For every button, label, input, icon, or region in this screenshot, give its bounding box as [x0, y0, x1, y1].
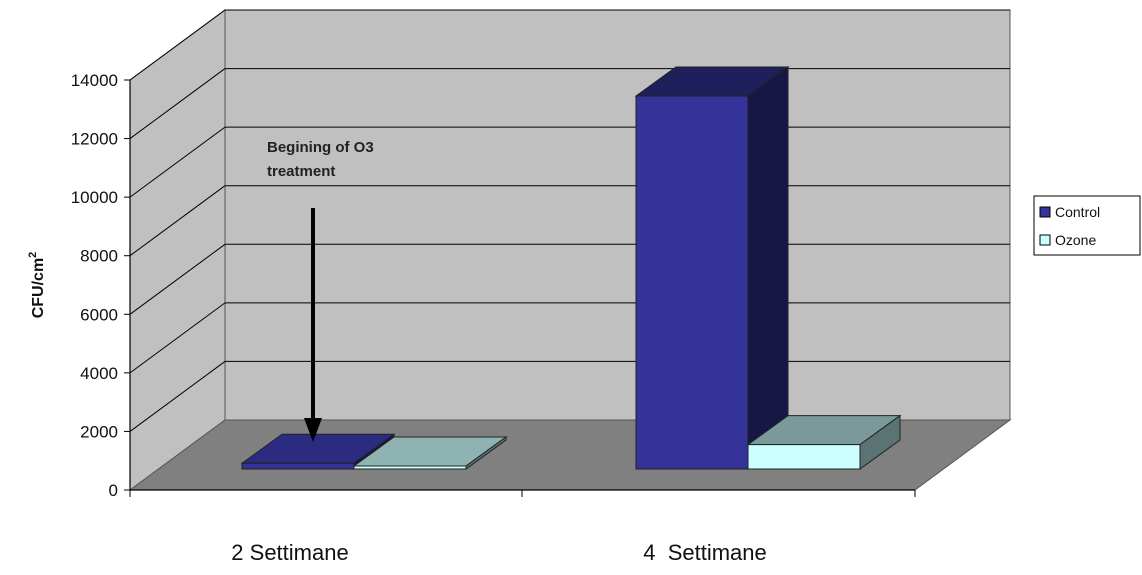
gridline-side	[129, 243, 226, 315]
gridline-side	[129, 361, 226, 432]
legend-label-ozone: Ozone	[1055, 232, 1096, 248]
annotation-line-1: Begining of O3	[267, 139, 374, 156]
y-tick-label: 12000	[71, 130, 118, 149]
annotation-line-2: treatment	[267, 163, 335, 180]
bar-control-2	[634, 66, 790, 470]
y-tick-label: 14000	[71, 71, 118, 90]
y-tick-label: 2000	[80, 422, 118, 441]
legend: Control Ozone	[1033, 195, 1141, 256]
gridline-side	[129, 68, 226, 139]
gridline-side	[129, 126, 226, 198]
y-tick-label: 8000	[80, 247, 118, 266]
annotation-arrow	[304, 208, 322, 442]
legend-swatch-ozone	[1039, 234, 1051, 246]
y-tick-label: 4000	[80, 364, 118, 383]
chart-back-wall	[224, 9, 1011, 421]
legend-box	[1033, 195, 1141, 256]
gridline-side	[129, 302, 226, 374]
chart-side-wall	[129, 9, 226, 491]
gridline-side	[129, 9, 226, 81]
gridlines	[129, 9, 1010, 432]
gridline-side	[129, 185, 226, 257]
bar-front-face	[353, 465, 467, 470]
x-ticks	[129, 490, 916, 497]
y-ticks: 0 2000 4000 6000 8000 10000 12000 14000	[71, 71, 130, 500]
bar-front-face	[635, 95, 749, 470]
y-tick-label: 10000	[71, 188, 118, 207]
category-label-2: 4 Settimane	[643, 540, 767, 565]
y-tick-label: 6000	[80, 305, 118, 324]
y-tick-label: 0	[109, 481, 118, 500]
category-label-1: 2 Settimane	[231, 540, 348, 565]
bar-ozone-1	[352, 436, 508, 470]
legend-label-control: Control	[1055, 204, 1100, 220]
bar-side-face	[747, 66, 789, 470]
y-axis-label: CFU/cm2	[27, 252, 47, 319]
bar-front-face	[747, 444, 861, 470]
bars	[240, 66, 902, 470]
bar-front-face	[241, 462, 355, 470]
legend-swatch-control	[1039, 206, 1051, 218]
bar-ozone-2	[746, 414, 902, 470]
